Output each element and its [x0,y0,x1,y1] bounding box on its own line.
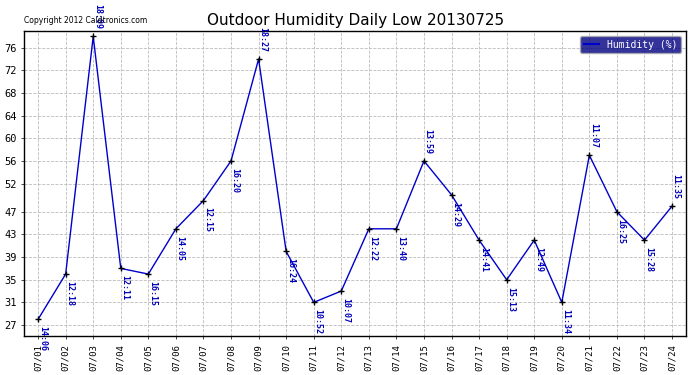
Text: 16:20: 16:20 [230,168,239,193]
Text: 14:05: 14:05 [175,236,184,261]
Title: Outdoor Humidity Daily Low 20130725: Outdoor Humidity Daily Low 20130725 [206,13,504,28]
Text: 14:29: 14:29 [451,202,460,227]
Text: 16:24: 16:24 [286,258,295,284]
Text: 11:34: 11:34 [562,309,571,334]
Text: 12:49: 12:49 [534,247,543,272]
Text: 14:06: 14:06 [38,326,47,351]
Text: 11:07: 11:07 [589,123,598,148]
Text: 16:25: 16:25 [617,219,626,244]
Text: Copyright 2012 Caldtronics.com: Copyright 2012 Caldtronics.com [24,16,148,25]
Text: 12:18: 12:18 [66,281,75,306]
Text: 15:28: 15:28 [644,247,653,272]
Text: 12:11: 12:11 [121,275,130,300]
Text: 15:13: 15:13 [506,286,515,312]
Text: 12:22: 12:22 [368,236,377,261]
Text: 13:59: 13:59 [424,129,433,154]
Legend: Humidity (%): Humidity (%) [580,36,681,53]
Text: 10:52: 10:52 [313,309,322,334]
Text: 10:07: 10:07 [341,298,350,323]
Text: 11:35: 11:35 [672,174,681,199]
Text: 12:15: 12:15 [203,207,212,232]
Text: 14:41: 14:41 [479,247,488,272]
Text: 18:27: 18:27 [258,27,267,52]
Text: 18:09: 18:09 [93,4,102,30]
Text: 16:15: 16:15 [148,281,157,306]
Text: 13:40: 13:40 [396,236,405,261]
